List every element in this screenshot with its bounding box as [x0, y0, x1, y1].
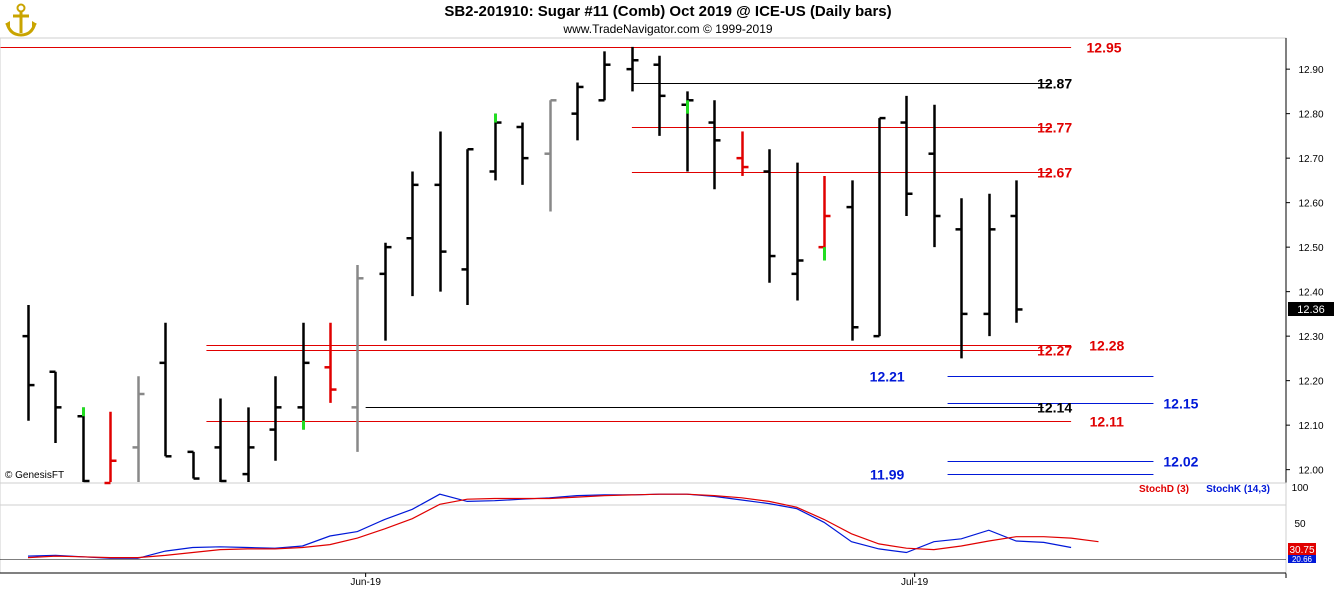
price-tick-label: 12.30 [1298, 332, 1323, 343]
price-tick-label: 12.80 [1298, 110, 1323, 121]
ohlc-bar [571, 82, 584, 141]
level-label-12.67: 12.67 [1037, 165, 1072, 181]
ohlc-bar [955, 198, 968, 359]
ohlc-bar [1010, 180, 1023, 323]
ohlc-bar [104, 411, 117, 485]
ohlc-bar [324, 322, 337, 403]
level-label-12.11: 12.11 [1090, 414, 1124, 430]
ohlc-bar [214, 398, 227, 483]
last-price-label: 12.36 [1297, 304, 1325, 316]
level-label-12.27: 12.27 [1037, 343, 1072, 359]
data-provider-watermark: © GenesisFT [5, 470, 64, 481]
stoch-d-line [27, 493, 1099, 559]
stochastic-lines [27, 493, 1099, 559]
ohlc-bars [22, 46, 1023, 485]
volume-highlight-marks [82, 100, 826, 430]
time-axis-labels: Jun-19 Jul-19 [350, 573, 929, 588]
ohlc-bar [626, 46, 639, 92]
ohlc-bar [159, 322, 172, 458]
price-tick-label: 12.50 [1298, 243, 1323, 254]
time-tick-label: Jul-19 [901, 577, 929, 588]
stoch-k-last-label: 20.66 [1292, 555, 1313, 564]
level-label-12.21: 12.21 [870, 369, 905, 385]
price-tick-label: 12.20 [1298, 377, 1323, 388]
ohlc-bar [351, 264, 364, 452]
price-tick-label: 12.70 [1298, 154, 1323, 165]
stochastic-panel-frame [0, 504, 1287, 574]
price-axis-ticks: 12.00 12.10 12.20 12.30 12.40 12.50 12.60 12.70… [1286, 65, 1324, 477]
ohlc-bar [77, 407, 90, 483]
stoch-d-last-box [1288, 543, 1316, 555]
level-label-12.15: 12.15 [1163, 396, 1198, 412]
ohlc-bar [489, 113, 502, 181]
price-tick-label: 12.00 [1298, 466, 1323, 477]
ohlc-bar [598, 51, 611, 102]
ohlc-bar [49, 370, 62, 443]
chart-subtitle: www.TradeNavigator.com © 1999-2019 [563, 22, 773, 36]
ohlc-bar [791, 162, 804, 301]
ohlc-bar [461, 148, 474, 305]
price-tick-label: 12.60 [1298, 199, 1323, 210]
ohlc-bar [242, 407, 255, 482]
price-tick-label: 12.90 [1298, 65, 1323, 76]
ohlc-bar [379, 242, 392, 341]
ohlc-bar [873, 116, 886, 338]
ohlc-bar [516, 122, 529, 185]
stoch-k-legend: StochK (14,3) [1206, 484, 1270, 495]
price-tick-label: 12.10 [1298, 421, 1323, 432]
stoch-tick-label: 50 [1294, 519, 1306, 530]
ohlc-bar [297, 322, 310, 430]
level-label-11.99: 11.99 [870, 467, 904, 483]
ohlc-bar [187, 450, 200, 480]
ohlc-bar [708, 100, 721, 190]
ohlc-bar [983, 193, 996, 337]
ohlc-bar [406, 171, 419, 297]
chart-title: SB2-201910: Sugar #11 (Comb) Oct 2019 @ … [444, 3, 892, 20]
trade-navigator-anchor-logo-icon [5, 3, 37, 37]
time-tick-label: Jun-19 [350, 577, 381, 588]
indicator-legend-band [0, 482, 1287, 506]
level-label-12.02: 12.02 [1163, 454, 1198, 470]
ohlc-bar [846, 180, 859, 341]
support-resistance-levels [0, 47, 1154, 475]
level-label-12.77: 12.77 [1037, 120, 1072, 136]
last-price-box [1288, 302, 1334, 316]
stoch-k-last-box [1288, 555, 1316, 563]
ohlc-bar [22, 305, 35, 421]
level-labels: 12.95 12.87 12.77 12.67 12.28 12.27 12.21 12.15… [870, 40, 1199, 483]
level-label-12.14: 12.14 [1037, 400, 1072, 416]
stochastic-axis-ticks: 50 100 [0, 483, 1309, 560]
ohlc-bar [544, 99, 557, 212]
ohlc-bar [434, 131, 447, 292]
ohlc-bar [132, 376, 145, 482]
stoch-tick-label: 100 [1292, 483, 1309, 494]
price-tick-label: 12.40 [1298, 288, 1323, 299]
ohlc-bar [900, 95, 913, 216]
ohlc-bar [763, 149, 776, 283]
ohlc-bar [269, 376, 282, 461]
level-label-12.95: 12.95 [1087, 40, 1122, 56]
level-label-12.28: 12.28 [1089, 338, 1124, 354]
ohlc-bar [928, 104, 941, 248]
stoch-k-line [27, 493, 1072, 559]
ohlc-bar [736, 131, 749, 176]
stoch-d-legend: StochD (3) [1139, 484, 1189, 495]
stoch-d-last-label: 30.75 [1289, 545, 1314, 556]
ohlc-bar [653, 55, 666, 136]
level-label-12.87: 12.87 [1037, 76, 1072, 92]
chart-header: SB2-201910: Sugar #11 (Comb) Oct 2019 @ … [0, 0, 1336, 40]
